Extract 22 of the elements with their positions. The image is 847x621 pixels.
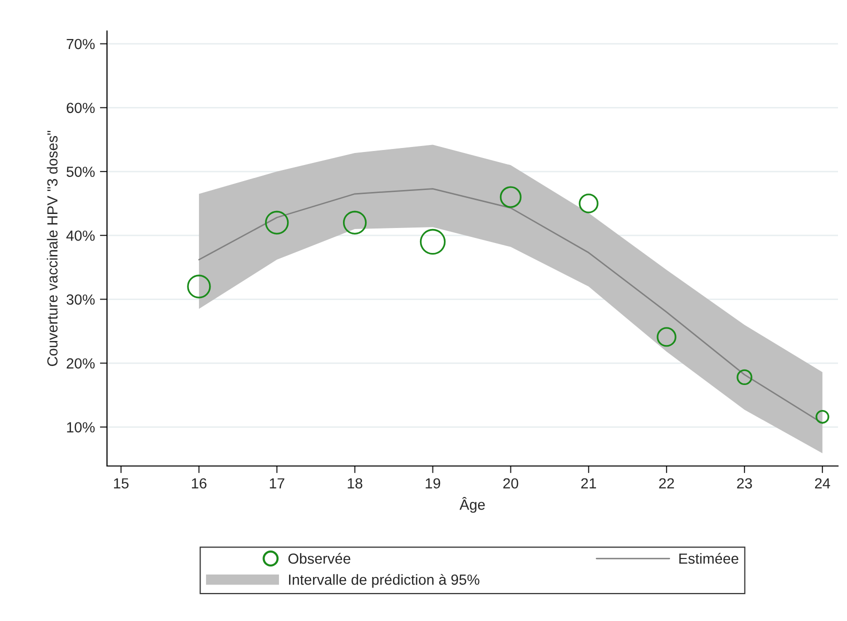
legend-label: Observée xyxy=(288,552,350,564)
x-tick-label: 23 xyxy=(737,478,752,489)
x-axis-title: Âge xyxy=(460,496,485,513)
y-tick-label: 10% xyxy=(67,422,95,432)
x-tick-label: 16 xyxy=(192,478,206,489)
y-tick-label: 20% xyxy=(66,358,95,369)
x-tick-label: 15 xyxy=(114,478,129,489)
y-tick-label: 60% xyxy=(66,102,95,114)
y-tick-label: 50% xyxy=(66,166,95,177)
x-tick-label: 20 xyxy=(503,478,518,489)
x-tick-label: 22 xyxy=(659,478,674,488)
y-tick-label: 30% xyxy=(66,294,95,305)
x-tick-label: 21 xyxy=(581,478,596,488)
y-tick-label: 40% xyxy=(66,230,95,241)
x-tick-label: 24 xyxy=(815,478,830,488)
text: Intervalle de prédiction à 95% xyxy=(289,574,480,588)
x-tick-label: 19 xyxy=(426,478,440,489)
y-tick-label: 70% xyxy=(66,38,95,50)
x-tick-label: 18 xyxy=(348,478,362,489)
legend-label: Estiméee xyxy=(679,552,738,564)
y-axis-title: Couverture vaccinale HPV "3 doses" xyxy=(46,130,58,366)
x-tick-label: 17 xyxy=(270,478,284,488)
